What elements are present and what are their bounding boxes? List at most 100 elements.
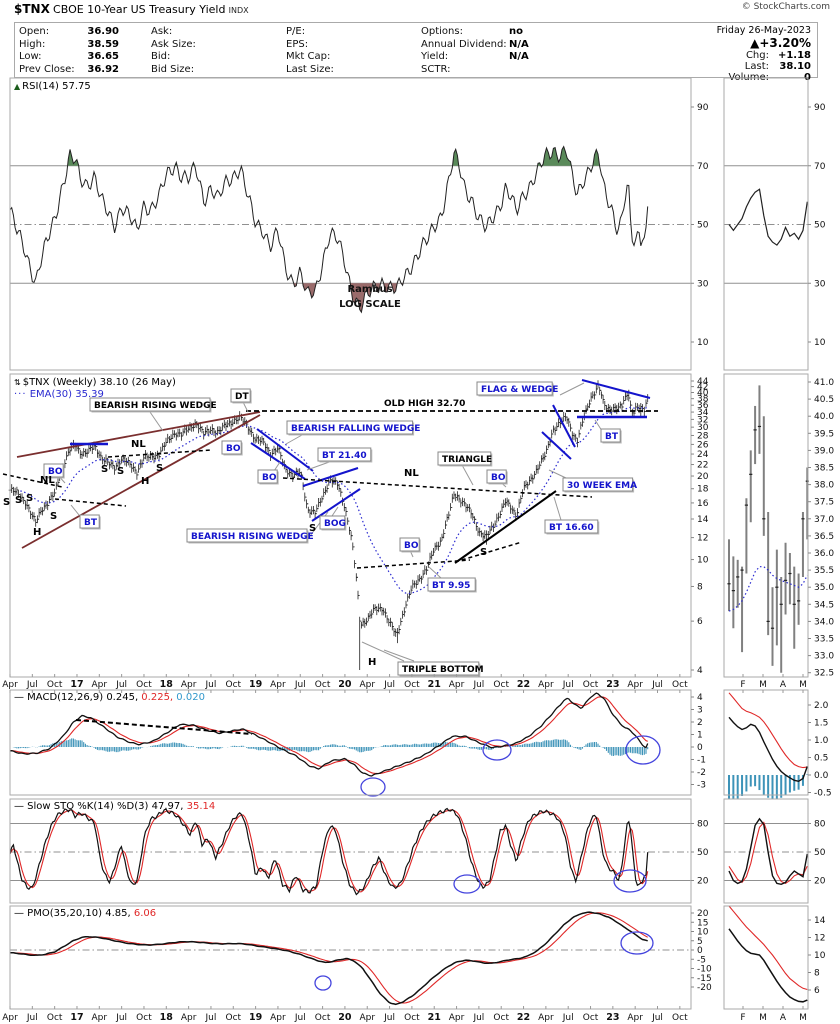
quote-field: Bid:: [151, 51, 171, 62]
svg-text:8: 8: [814, 969, 820, 979]
svg-text:19: 19: [249, 1012, 262, 1023]
svg-text:Jul: Jul: [383, 680, 395, 690]
svg-text:44: 44: [697, 377, 709, 387]
svg-text:32: 32: [697, 415, 708, 425]
svg-text:M: M: [759, 680, 767, 690]
svg-text:H: H: [368, 657, 376, 668]
quote-field: Open: 36.90: [19, 26, 119, 37]
svg-text:35.0: 35.0: [814, 583, 834, 593]
svg-text:38.0: 38.0: [814, 481, 834, 491]
svg-text:Apr: Apr: [359, 680, 375, 690]
svg-text:Oct: Oct: [672, 680, 688, 690]
svg-text:40: 40: [697, 388, 709, 398]
svg-text:0: 0: [697, 946, 703, 956]
svg-text:BEARISH RISING WEDGE: BEARISH RISING WEDGE: [94, 401, 217, 411]
svg-text:4: 4: [697, 693, 703, 703]
svg-text:M: M: [799, 1013, 807, 1023]
svg-text:20: 20: [338, 1012, 352, 1023]
svg-text:36.5: 36.5: [814, 532, 834, 542]
svg-text:LOG SCALE: LOG SCALE: [339, 299, 401, 310]
svg-text:39.0: 39.0: [814, 446, 834, 456]
svg-text:Apr: Apr: [2, 1013, 18, 1023]
svg-text:4: 4: [697, 666, 703, 676]
svg-text:M: M: [799, 680, 807, 690]
svg-text:S: S: [156, 463, 163, 474]
svg-text:TRIANGLE: TRIANGLE: [442, 455, 492, 465]
svg-text:Oct: Oct: [47, 1013, 63, 1023]
svg-text:-3: -3: [697, 781, 706, 791]
svg-text:36: 36: [697, 401, 709, 411]
svg-text:24: 24: [697, 450, 709, 460]
svg-text:Oct: Oct: [672, 1013, 688, 1023]
svg-text:S: S: [26, 493, 33, 504]
svg-text:22: 22: [517, 1012, 530, 1023]
svg-text:0: 0: [697, 743, 703, 753]
svg-text:Apr: Apr: [538, 680, 554, 690]
svg-text:70: 70: [814, 162, 826, 172]
svg-text:-0.5: -0.5: [814, 789, 832, 799]
svg-text:DT: DT: [235, 392, 249, 402]
svg-text:Oct: Oct: [225, 680, 241, 690]
svg-text:BO: BO: [48, 467, 63, 477]
quote-field: Bid Size:: [151, 63, 195, 75]
svg-text:23: 23: [606, 679, 619, 690]
svg-text:Apr: Apr: [449, 680, 465, 690]
svg-text:0.5: 0.5: [814, 754, 828, 764]
svg-text:32.5: 32.5: [814, 669, 834, 679]
svg-text:21: 21: [428, 679, 441, 690]
svg-text:15: 15: [697, 918, 708, 928]
svg-text:BO: BO: [262, 473, 277, 483]
quote-field: SCTR:: [421, 63, 451, 75]
svg-text:38.5: 38.5: [814, 464, 834, 474]
svg-text:-5: -5: [697, 955, 706, 965]
svg-text:14: 14: [814, 916, 826, 926]
svg-text:Jul: Jul: [115, 680, 127, 690]
svg-text:22: 22: [517, 679, 530, 690]
svg-text:BEARISH FALLING WEDGE: BEARISH FALLING WEDGE: [291, 424, 420, 434]
svg-text:35.5: 35.5: [814, 566, 834, 576]
svg-text:-10: -10: [697, 965, 712, 975]
svg-text:26: 26: [697, 440, 709, 450]
svg-text:H: H: [141, 476, 149, 487]
svg-text:Apr: Apr: [2, 680, 18, 690]
svg-text:NL: NL: [404, 468, 419, 479]
svg-text:80: 80: [697, 820, 709, 830]
svg-text:40.5: 40.5: [814, 395, 834, 405]
svg-text:12: 12: [814, 934, 825, 944]
percent-change: ▲+3.20%: [750, 36, 811, 50]
svg-text:Jul: Jul: [472, 680, 484, 690]
quote-col-misc: Options: no Annual Dividend: N/A Yield: N/A SC…: [421, 26, 529, 76]
svg-text:Jul: Jul: [294, 1013, 306, 1023]
svg-text:FLAG & WEDGE: FLAG & WEDGE: [481, 385, 558, 395]
quote-field: Last: 38.10: [744, 61, 811, 72]
ema-legend: ··· EMA(30) 35.39: [14, 389, 104, 400]
svg-text:Jul: Jul: [115, 1013, 127, 1023]
svg-text:Oct: Oct: [404, 680, 420, 690]
svg-text:A: A: [780, 1013, 787, 1023]
svg-text:37.5: 37.5: [814, 498, 834, 508]
svg-text:10: 10: [814, 338, 826, 348]
svg-text:50: 50: [814, 221, 826, 231]
svg-text:Apr: Apr: [359, 1013, 375, 1023]
quote-col-bidask: Ask: Ask Size: Bid: Bid Size:: [151, 26, 196, 76]
svg-text:Jul: Jul: [383, 1013, 395, 1023]
quote-field: Options: no: [421, 26, 523, 37]
svg-text:Jul: Jul: [562, 1013, 574, 1023]
svg-text:BO: BO: [404, 541, 419, 551]
svg-text:12: 12: [697, 534, 708, 544]
svg-text:39.5: 39.5: [814, 429, 834, 439]
svg-text:S: S: [50, 511, 57, 522]
svg-text:30 WEEK EMA: 30 WEEK EMA: [567, 481, 637, 491]
svg-text:BEARISH RISING WEDGE: BEARISH RISING WEDGE: [191, 532, 314, 542]
svg-text:Jul: Jul: [472, 1013, 484, 1023]
svg-text:50: 50: [697, 848, 709, 858]
svg-text:21: 21: [428, 1012, 441, 1023]
svg-text:10: 10: [697, 556, 709, 566]
svg-text:Oct: Oct: [315, 1013, 331, 1023]
svg-text:20: 20: [697, 472, 709, 482]
svg-text:Oct: Oct: [493, 680, 509, 690]
quote-field: Prev Close: 36.92: [19, 63, 119, 75]
svg-text:8: 8: [697, 582, 703, 592]
svg-text:Oct: Oct: [583, 1013, 599, 1023]
svg-text:S: S: [480, 547, 487, 558]
